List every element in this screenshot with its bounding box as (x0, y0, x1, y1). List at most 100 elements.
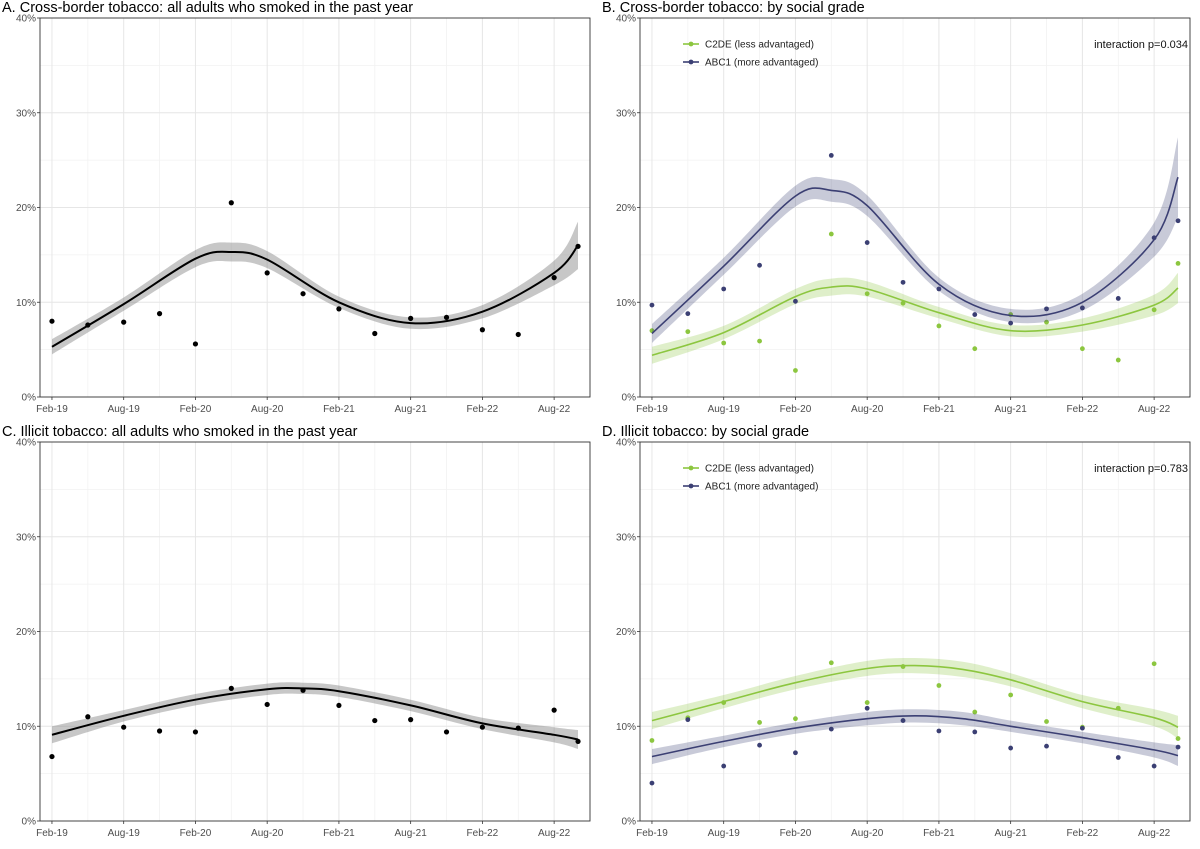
data-point (721, 763, 727, 769)
data-point (1079, 305, 1085, 311)
y-tick-label: 30% (616, 108, 636, 119)
data-point (408, 717, 414, 723)
x-tick-label: Feb-19 (636, 828, 668, 839)
data-point (721, 340, 727, 346)
chart-title: B. Cross-border tobacco: by social grade (602, 0, 865, 16)
data-point (1115, 357, 1121, 363)
data-point (685, 311, 691, 317)
x-tick-label: Feb-20 (780, 828, 812, 839)
major-grid (40, 441, 590, 822)
data-point (900, 279, 906, 285)
confidence-band (652, 272, 1178, 364)
minor-grid (40, 442, 590, 821)
data-point (121, 319, 127, 325)
data-point (972, 729, 978, 735)
x-tick-label: Aug-21 (395, 404, 428, 415)
y-tick-label: 0% (22, 393, 37, 404)
series-0 (649, 231, 1181, 373)
data-point (757, 720, 762, 725)
data-point (828, 660, 834, 666)
x-tick-label: Aug-22 (1138, 404, 1171, 415)
data-point (479, 724, 485, 730)
data-point (372, 717, 378, 724)
fit-line (651, 176, 1179, 335)
x-tick-label: Aug-19 (108, 404, 141, 415)
data-point (264, 701, 270, 708)
data-point (1044, 743, 1049, 749)
x-tick-label: Aug-19 (708, 828, 741, 839)
y-tick-label: 20% (16, 627, 36, 638)
y-tick-label: 10% (16, 298, 36, 309)
data-point (649, 302, 655, 308)
interaction-annotation: interaction p=0.034 (1094, 39, 1188, 51)
legend-swatch-point (688, 465, 694, 471)
data-point (936, 683, 942, 688)
x-tick-label: Aug-21 (995, 404, 1028, 415)
x-tick-label: Aug-20 (851, 404, 884, 415)
y-tick-label: 10% (616, 298, 636, 309)
data-point (649, 738, 655, 743)
data-point (900, 300, 906, 306)
data-point (551, 275, 557, 281)
y-tick-label: 10% (16, 722, 36, 733)
x-tick-label: Aug-21 (395, 828, 428, 839)
data-point (1175, 736, 1181, 741)
data-point (757, 338, 762, 344)
data-point (757, 742, 762, 748)
data-point (864, 700, 870, 705)
chart-b: 0% 10% 20% 30% 40% Feb-19 Aug-19 Feb-20 Aug-20 Fe… (616, 14, 1191, 415)
panel-b: B. Cross-border tobacco: by social grade… (600, 0, 1200, 425)
fit-line (651, 285, 1179, 357)
data-point (1008, 320, 1014, 326)
major-grid (40, 17, 590, 398)
data-point (828, 726, 834, 732)
data-point (85, 714, 91, 720)
data-point (864, 291, 870, 297)
data-point (1044, 719, 1049, 724)
data-point (300, 291, 306, 297)
data-point (575, 738, 581, 745)
data-point (936, 286, 942, 292)
data-point (936, 728, 942, 734)
series-0 (49, 682, 581, 760)
chart-title: A. Cross-border tobacco: all adults who … (2, 0, 414, 16)
interaction-annotation: interaction p=0.783 (1094, 463, 1188, 475)
data-point (972, 709, 978, 715)
legend: C2DE (less advantaged) ABC1 (more advanta… (683, 40, 818, 69)
data-point (479, 327, 485, 333)
data-point (515, 725, 521, 731)
data-point (49, 753, 55, 760)
x-tick-label: Aug-22 (538, 828, 571, 839)
data-point (1008, 692, 1014, 698)
data-point (121, 724, 127, 730)
data-point (192, 729, 199, 735)
x-tick-label: Feb-21 (323, 404, 355, 415)
data-point (1115, 755, 1121, 760)
data-point (300, 687, 306, 693)
data-point (1175, 261, 1181, 266)
y-tick-label: 20% (616, 627, 636, 638)
data-point (264, 270, 270, 276)
data-point (156, 728, 163, 734)
panel-d: D. Illicit tobacco: by social grade 0% 10… (600, 424, 1200, 849)
y-tick-label: 30% (16, 108, 36, 119)
data-point (1151, 763, 1157, 769)
legend-label: C2DE (less advantaged) (705, 40, 814, 51)
data-point (649, 780, 655, 786)
y-tick-label: 10% (616, 722, 636, 733)
x-tick-label: Feb-22 (467, 828, 499, 839)
data-point (575, 243, 581, 249)
data-point (1175, 744, 1181, 750)
data-point (936, 323, 942, 329)
fit-line (651, 714, 1179, 758)
y-tick-label: 40% (616, 14, 636, 25)
data-point (228, 200, 234, 206)
legend-swatch-point (688, 41, 694, 47)
data-point (721, 700, 727, 705)
x-tick-label: Aug-19 (708, 404, 741, 415)
panel-c: C. Illicit tobacco: all adults who smoke… (0, 424, 600, 849)
data-point (49, 318, 55, 324)
y-tick-label: 20% (616, 203, 636, 214)
data-point (1175, 218, 1181, 224)
data-point (192, 341, 199, 347)
